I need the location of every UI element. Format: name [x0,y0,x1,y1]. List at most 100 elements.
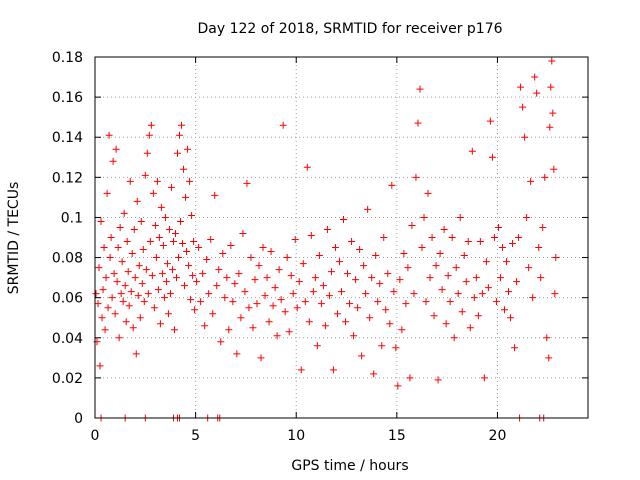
data-point [354,304,362,312]
data-point [186,177,194,185]
data-point [191,306,199,314]
data-point [172,274,180,282]
x-tick-label: 0 [91,428,100,444]
data-point [307,231,315,239]
data-point [551,290,559,298]
data-point [117,290,125,298]
y-tick-label: 0.16 [52,90,83,106]
data-point [317,300,325,308]
data-point [197,298,205,306]
data-point [174,149,182,157]
data-point [486,117,494,125]
data-point [519,103,527,111]
data-point [167,183,175,191]
data-point [133,197,141,205]
data-point [187,296,195,304]
data-point [98,314,106,322]
data-point [366,314,374,322]
data-point [153,177,161,185]
data-point [217,338,225,346]
data-point [396,276,404,284]
x-tick-label: 20 [489,428,507,444]
data-point [335,258,343,266]
data-point [331,244,339,252]
data-point [213,282,221,290]
data-point [184,145,192,153]
data-point [539,223,547,231]
data-point [107,234,115,241]
data-point [165,225,173,233]
data-point [105,131,113,139]
data-point [277,296,285,304]
data-point [511,344,519,352]
data-point [259,244,267,252]
data-point [94,300,102,308]
data-point [507,314,515,322]
data-point [517,83,525,91]
data-point [152,254,160,262]
data-point [263,274,271,282]
data-point [155,234,163,241]
data-point [293,304,301,312]
data-point [372,252,380,260]
data-point [124,268,132,276]
data-point [505,288,513,296]
data-point [179,240,187,248]
data-point [394,382,402,390]
data-point [189,272,197,280]
data-point [134,292,142,300]
data-point [416,85,424,93]
data-point [261,292,269,300]
data-point [183,248,191,256]
data-point [535,244,543,252]
data-point [420,213,428,221]
data-point [122,318,130,326]
y-tick-label: 0.18 [52,50,83,66]
data-point [494,223,502,231]
data-point [390,288,398,296]
data-point [205,290,213,298]
data-point [157,203,165,211]
data-point [128,250,136,258]
data-point [498,244,506,252]
data-point [267,248,275,256]
data-point [476,238,484,246]
data-point [549,109,557,117]
data-point [92,290,100,298]
data-point [102,274,110,282]
data-point [113,278,121,286]
data-point [193,278,201,286]
data-point [281,308,289,316]
data-point [123,238,131,246]
data-point [527,177,535,185]
data-point [474,312,482,320]
grid [95,57,588,418]
data-point [219,250,227,258]
data-point [523,213,531,221]
data-point [480,374,488,382]
data-point [171,229,179,237]
data-point [418,244,426,252]
data-point [414,119,422,127]
data-point [111,310,119,318]
data-point [140,298,148,306]
y-axis-title: SRMTID / TECUs [6,182,22,295]
data-point [188,211,196,219]
data-point [428,234,436,241]
plot-frame [94,56,589,419]
data-point [344,270,352,278]
data-point [529,294,537,302]
data-point [386,320,394,328]
data-point [239,229,247,237]
data-point [402,300,410,308]
data-point [129,324,137,332]
data-point [147,121,155,129]
x-tick-label: 5 [191,428,200,444]
data-point [319,282,327,290]
data-point [158,270,166,278]
y-tick-label: 0.14 [52,130,83,146]
data-point [496,274,504,282]
data-point [448,234,456,241]
y-tick-label: 0.02 [52,371,83,387]
